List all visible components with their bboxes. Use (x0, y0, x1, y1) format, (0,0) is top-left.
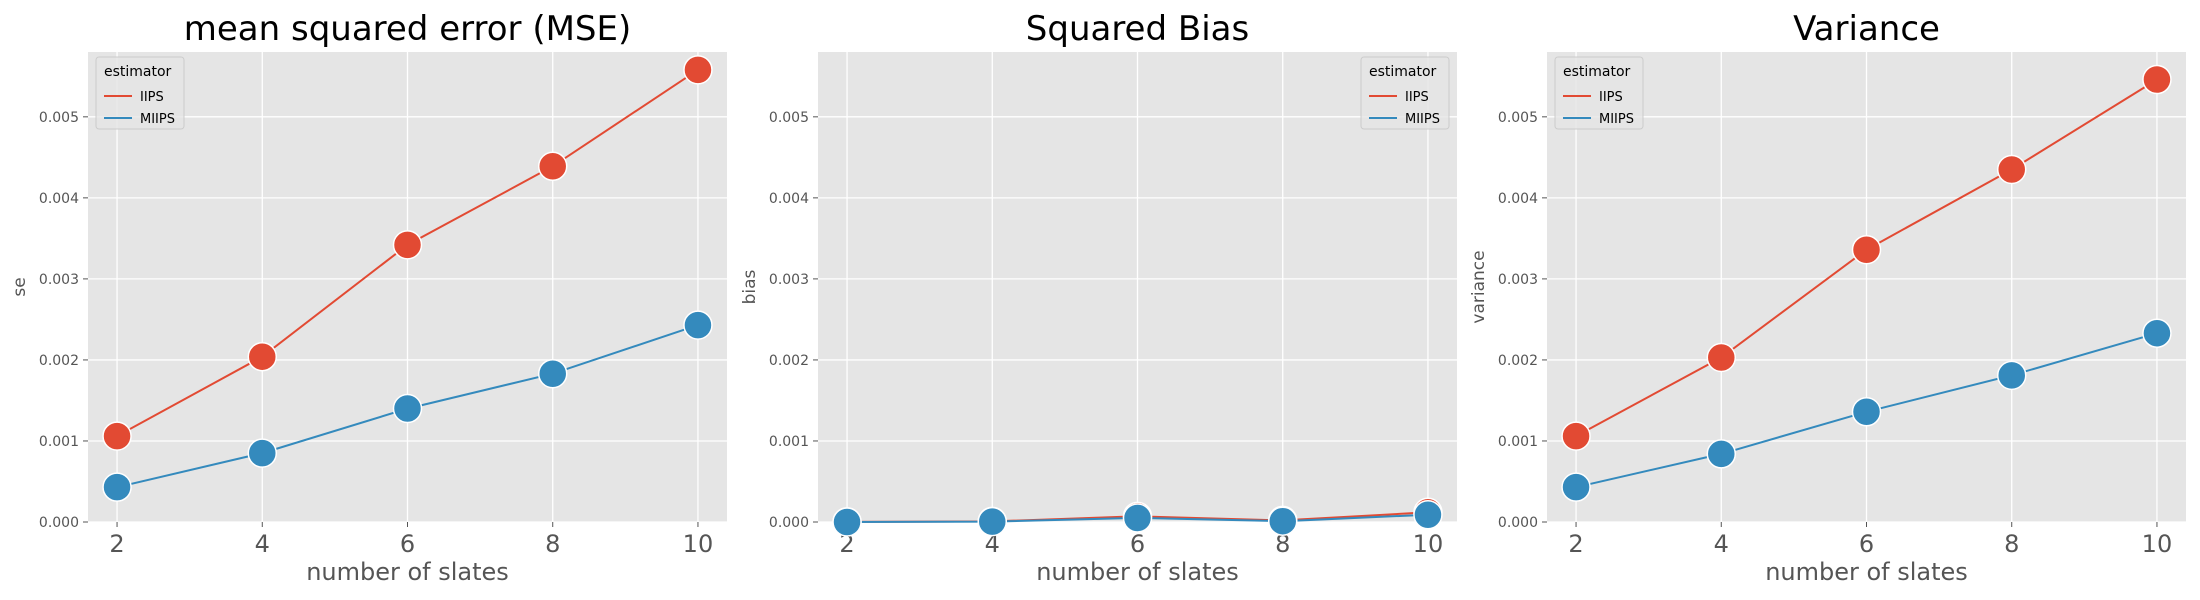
x-tick-label: 8 (2004, 530, 2019, 558)
y-axis-label: variance (1469, 250, 1489, 323)
x-tick-label: 8 (545, 530, 560, 558)
x-tick-label: 2 (109, 530, 124, 558)
y-tick-label: 0.005 (39, 110, 79, 126)
y-tick-label: 0.003 (39, 272, 79, 288)
x-tick-label: 4 (1714, 530, 1729, 558)
data-point-IIPS (1561, 421, 1591, 451)
data-point-IIPS (537, 151, 568, 182)
data-point-IIPS (1851, 234, 1882, 265)
x-tick-label: 6 (1859, 530, 1874, 558)
y-axis-label: bias (740, 269, 760, 304)
x-axis-label: number of slates (1036, 558, 1239, 586)
chart-title: Squared Bias (1026, 9, 1249, 49)
legend-title: estimator (1563, 64, 1631, 80)
data-point-MIIPS (102, 472, 132, 502)
data-point-MIIPS (1413, 499, 1443, 530)
legend-label: IIPS (1405, 90, 1429, 105)
data-point-MIIPS (1561, 472, 1591, 502)
legend: estimator IIPS MIIPS (95, 56, 185, 130)
chart-panel-1: 0.000 0.001 0.002 0.003 0.004 0.005 2 4 6 8 10 mean… (10, 9, 727, 586)
y-tick-label: 0.004 (1498, 191, 1538, 207)
data-point-IIPS (2142, 64, 2172, 95)
data-point-IIPS (392, 230, 423, 260)
x-tick-label: 10 (1413, 530, 1444, 558)
y-tick-label: 0.005 (1498, 110, 1538, 126)
data-point-MIIPS (1122, 503, 1153, 533)
legend-box (1360, 56, 1450, 130)
data-point-MIIPS (392, 393, 423, 424)
data-point-MIIPS (683, 310, 713, 340)
legend-label: MIIPS (1405, 112, 1440, 127)
x-tick-label: 6 (1130, 530, 1145, 558)
legend-label: IIPS (1599, 90, 1623, 105)
data-point-MIIPS (2142, 318, 2172, 348)
legend-title: estimator (1369, 64, 1437, 80)
y-tick-label: 0.000 (769, 515, 809, 531)
y-tick-label: 0.002 (1498, 353, 1538, 369)
x-axis-label: number of slates (306, 558, 509, 586)
y-axis-label: se (10, 277, 30, 296)
y-tick-label: 0.001 (39, 434, 79, 450)
legend-label: MIIPS (140, 112, 175, 127)
x-tick-label: 10 (2142, 530, 2173, 558)
y-tick-label: 0.004 (39, 191, 79, 207)
legend-box (95, 56, 185, 130)
legend: estimator IIPS MIIPS (1554, 56, 1644, 130)
chart-panel-2: 0.000 0.001 0.002 0.003 0.004 0.005 2 4 6 8 10 Squa… (740, 9, 1457, 586)
x-tick-label: 4 (985, 530, 1000, 558)
data-point-IIPS (683, 55, 713, 85)
legend-box (1554, 56, 1644, 130)
x-axis-label: number of slates (1765, 558, 1968, 586)
data-point-MIIPS (977, 506, 1008, 537)
x-tick-label: 2 (1568, 530, 1583, 558)
y-tick-label: 0.002 (769, 353, 809, 369)
chart-title: mean squared error (MSE) (184, 9, 632, 49)
data-point-MIIPS (1851, 397, 1882, 427)
y-tick-label: 0.004 (769, 191, 809, 207)
chart-panel-3: 0.000 0.001 0.002 0.003 0.004 0.005 2 4 6 8 10 Vari… (1469, 9, 2186, 586)
x-tick-label: 10 (683, 530, 714, 558)
legend-label: IIPS (140, 90, 164, 105)
data-point-IIPS (102, 421, 132, 451)
legend-title: estimator (104, 64, 172, 80)
y-tick-label: 0.005 (769, 110, 809, 126)
y-tick-label: 0.000 (39, 515, 79, 531)
data-point-MIIPS (1267, 506, 1298, 536)
data-point-IIPS (1706, 342, 1737, 373)
legend: estimator IIPS MIIPS (1360, 56, 1450, 130)
chart-title: Variance (1793, 9, 1940, 49)
data-point-MIIPS (247, 438, 278, 468)
y-tick-label: 0.001 (769, 434, 809, 450)
x-tick-label: 8 (1275, 530, 1290, 558)
y-tick-label: 0.002 (39, 353, 79, 369)
legend-label: MIIPS (1599, 112, 1634, 127)
x-tick-label: 6 (400, 530, 415, 558)
data-point-MIIPS (537, 358, 568, 389)
data-point-MIIPS (1996, 360, 2027, 391)
data-point-IIPS (1996, 154, 2027, 185)
y-tick-label: 0.000 (1498, 515, 1538, 531)
data-point-IIPS (247, 341, 278, 372)
y-tick-label: 0.003 (769, 272, 809, 288)
data-point-MIIPS (1706, 439, 1737, 469)
data-point-MIIPS (832, 507, 862, 537)
y-tick-label: 0.003 (1498, 272, 1538, 288)
x-tick-label: 4 (255, 530, 270, 558)
y-tick-label: 0.001 (1498, 434, 1538, 450)
x-tick-label: 2 (839, 530, 854, 558)
